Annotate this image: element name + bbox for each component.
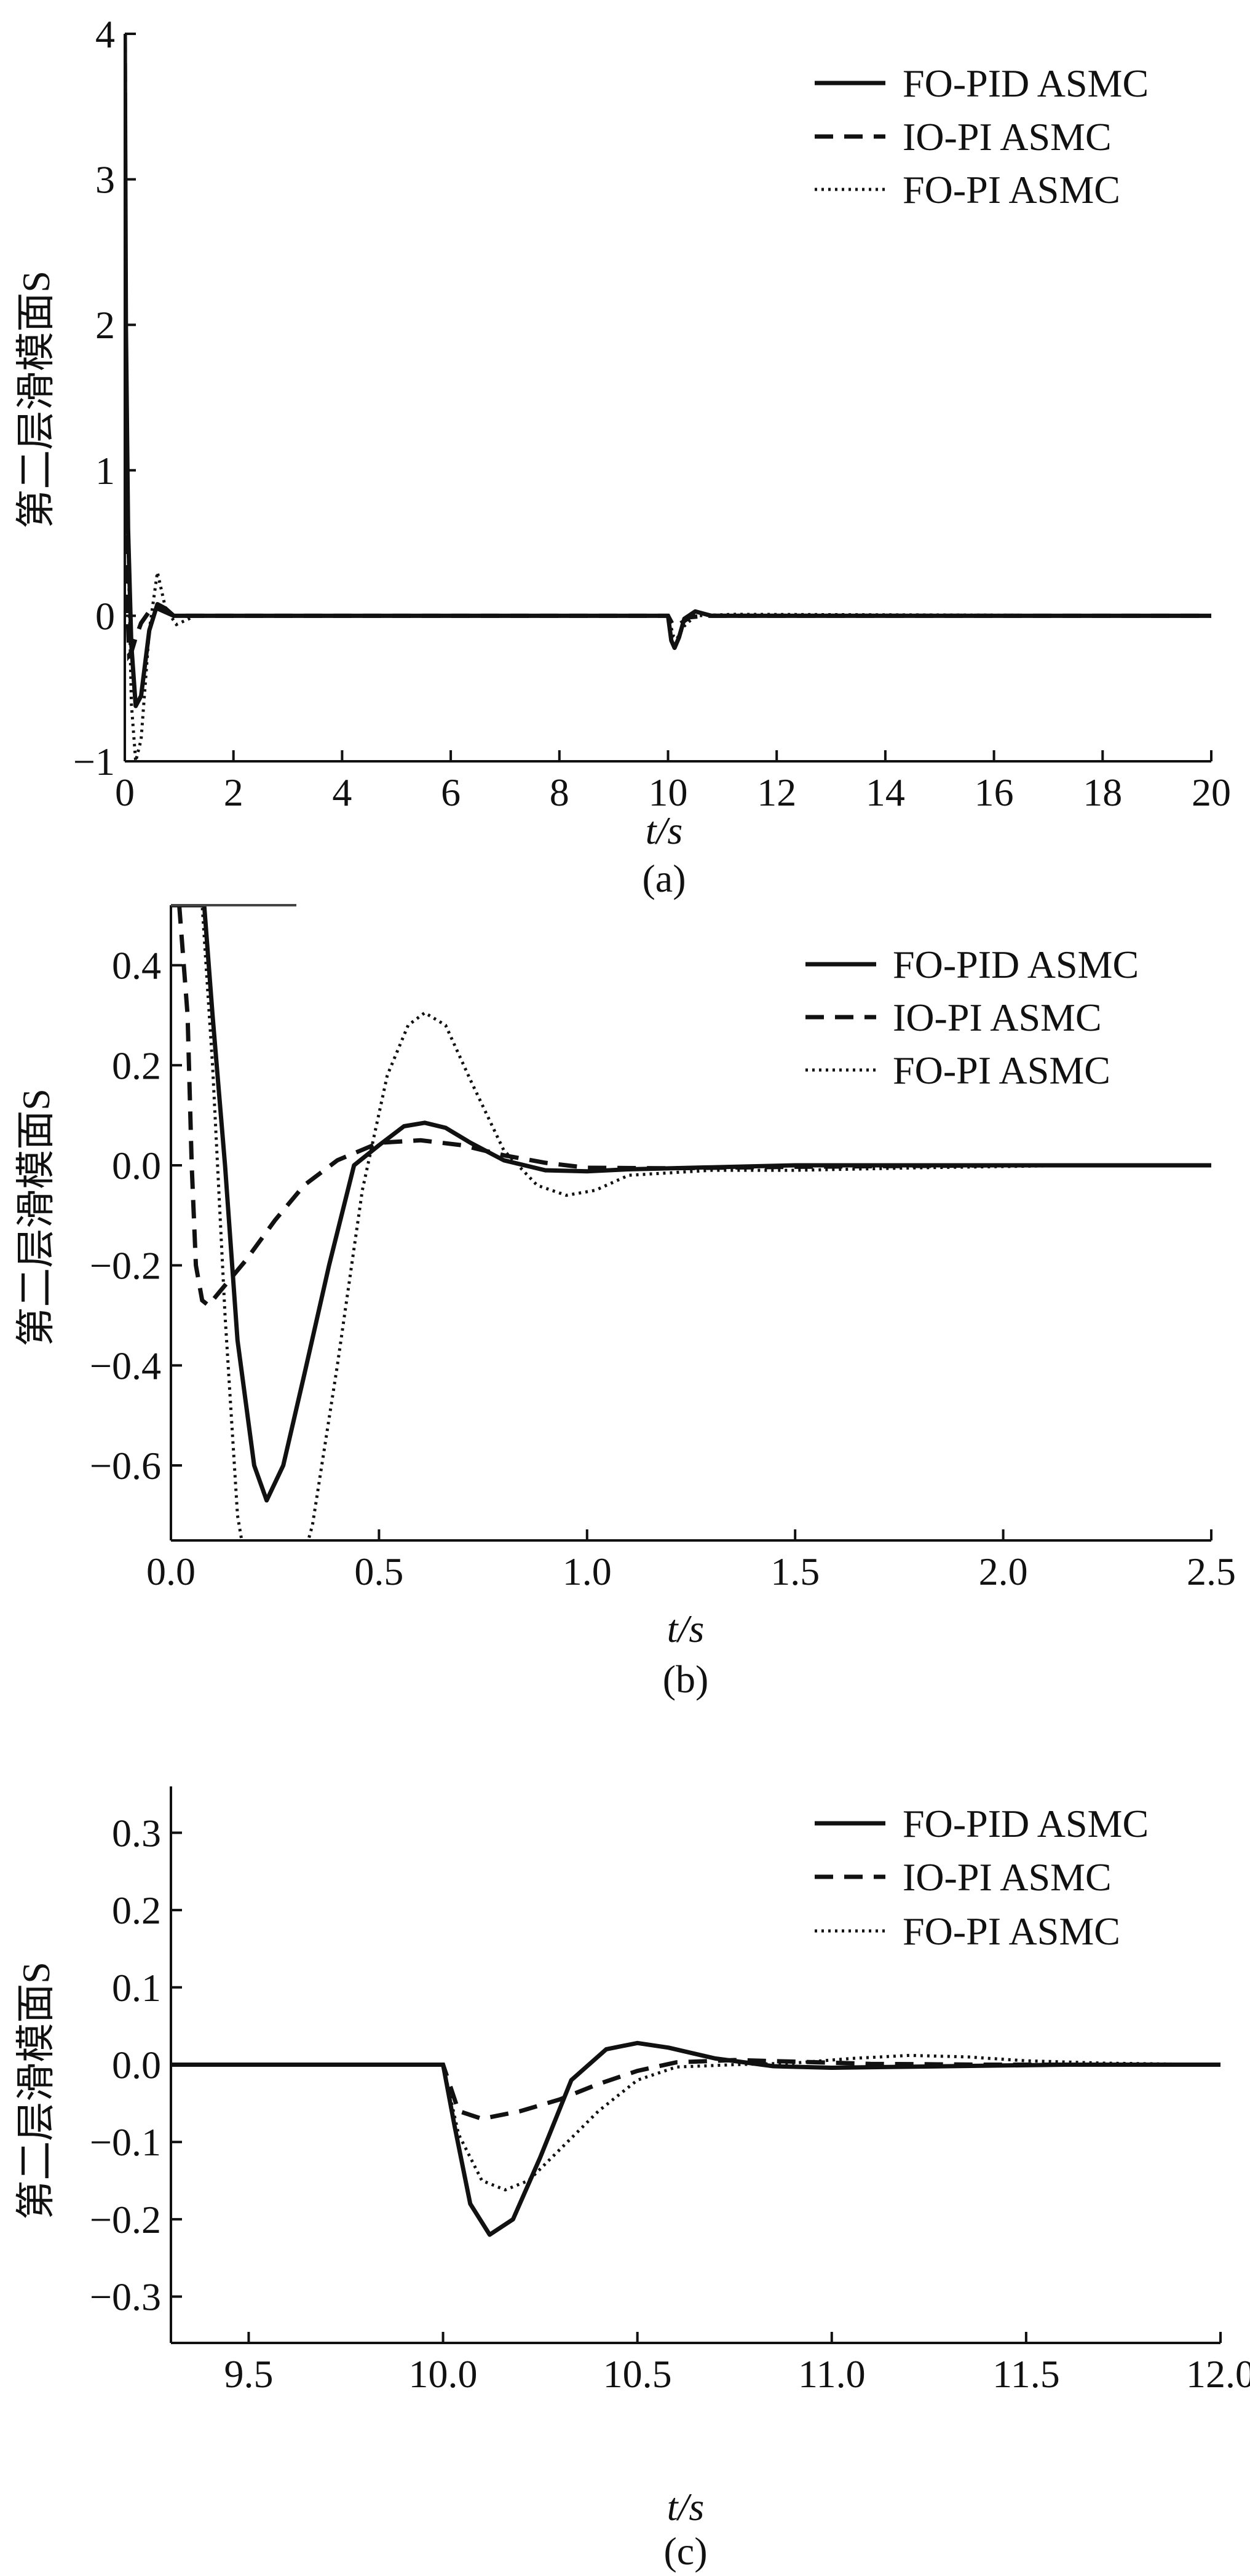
series-line-dot-b [171,905,1211,1540]
x-tick-label-a: 12 [757,771,796,814]
y-tick-label-c: −0.1 [90,2120,161,2164]
x-axis-label-c: t/s [667,2485,704,2529]
y-tick-label-a: 0 [95,594,115,638]
y-axis-label-a: 第二层滑模面S [14,271,58,529]
legend-b: FO-PID ASMC IO-PI ASMC FO-PI ASMC [805,943,1139,1092]
y-tick-label-c: −0.3 [90,2275,161,2319]
y-tick-label-b: 0.0 [112,1144,161,1187]
y-tick-label-a: 2 [95,303,115,347]
series-line-solid-a [125,34,1211,708]
legend-b-label-1: IO-PI ASMC [893,996,1102,1039]
plot-area-b: 0.0 0.5 1.0 1.5 2.0 2.5 −0.6 −0.4 −0.2 0.0 0.2 0.4 [90,905,1236,1593]
x-tick-label-b: 1.0 [563,1550,612,1593]
x-tick-label-b: 1.5 [770,1550,820,1593]
x-tick-label-a: 18 [1083,771,1122,814]
y-tick-label-a: 1 [95,449,115,493]
series-line-dot-c [171,2053,1220,2192]
y-tick-label-c: 0.3 [112,1811,161,1855]
x-tick-label-a: 2 [224,771,243,814]
x-tick-label-c: 9.5 [224,2352,273,2396]
y-tick-label-c: −0.2 [90,2198,161,2241]
y-tick-label-b: 0.2 [112,1044,161,1087]
legend-c: FO-PID ASMC IO-PI ASMC FO-PI ASMC [815,1802,1149,1953]
x-tick-label-c: 10.0 [409,2352,478,2396]
legend-c-label-1: IO-PI ASMC [903,1855,1112,1899]
x-axis-label-b: t/s [667,1607,704,1651]
y-tick-label-c: 0.0 [112,2043,161,2087]
x-tick-label-a: 8 [550,771,569,814]
x-tick-label-c: 12.0 [1186,2352,1250,2396]
panel-label-b: (b) [663,1657,709,1701]
plot-area-c: 9.5 10.0 10.5 11.0 11.5 12.0 −0.3 −0.2 −0.1 0.0 0.… [90,1786,1250,2396]
y-tick-label-b: −0.2 [90,1244,161,1288]
x-tick-label-c: 11.0 [798,2352,866,2396]
panel-label-c: (c) [663,2529,707,2573]
y-tick-label-a: −1 [73,740,115,783]
x-tick-label-a: 10 [649,771,688,814]
x-tick-label-a: 6 [441,771,461,814]
y-tick-label-c: 0.1 [112,1966,161,2010]
y-tick-label-a: 3 [95,158,115,202]
series-line-dash-c [171,2058,1220,2122]
x-tick-label-a: 20 [1192,771,1231,814]
legend-a-label-1: IO-PI ASMC [903,115,1112,159]
x-tick-label-b: 2.0 [979,1550,1028,1593]
x-tick-label-c: 11.5 [992,2352,1060,2396]
y-tick-label-b: −0.6 [90,1444,161,1488]
y-tick-label-c: 0.2 [112,1888,161,1932]
legend-b-label-2: FO-PI ASMC [893,1048,1110,1092]
legend-b-label-0: FO-PID ASMC [893,943,1139,986]
y-axis-label-c: 第二层滑模面S [14,1962,58,2220]
legend-a-label-0: FO-PID ASMC [903,61,1149,105]
y-tick-label-b: −0.4 [90,1344,161,1387]
series-line-dash-a [125,34,1211,662]
legend-c-label-0: FO-PID ASMC [903,1802,1149,1845]
x-tick-label-c: 10.5 [603,2352,672,2396]
x-tick-label-a: 4 [332,771,352,814]
series-line-solid-c [171,2040,1220,2237]
x-tick-label-a: 0 [115,771,135,814]
y-tick-label-a: 4 [95,12,115,56]
x-tick-label-b: 0.5 [354,1550,403,1593]
legend-a-label-2: FO-PI ASMC [903,168,1120,212]
x-tick-label-a: 16 [975,771,1014,814]
panel-label-a: (a) [642,857,686,900]
chart-panel-b: 0.0 0.5 1.0 1.5 2.0 2.5−0.6−0.4−0.20.00.20.4 … [14,904,1236,1701]
chart-panel-c: 9.5 10.0 10.5 11.0 11.5 12.0 −0.3 −0.2 −0.1 0.0 0.… [14,1786,1250,2573]
x-tick-label-b: 0.0 [146,1550,196,1593]
y-tick-label-b: 0.4 [112,944,161,988]
legend-a: FO-PID ASMC IO-PI ASMC FO-PI ASMC [815,61,1149,212]
x-tick-label-a: 14 [866,771,905,814]
series-line-solid-b [171,905,1211,1503]
series-line-dash-b [177,905,1211,1309]
legend-c-label-2: FO-PI ASMC [903,1909,1120,1953]
y-axis-label-b: 第二层滑模面S [14,1088,58,1347]
x-axis-label-a: t/s [646,809,682,852]
x-tick-label-b: 2.5 [1187,1550,1236,1593]
